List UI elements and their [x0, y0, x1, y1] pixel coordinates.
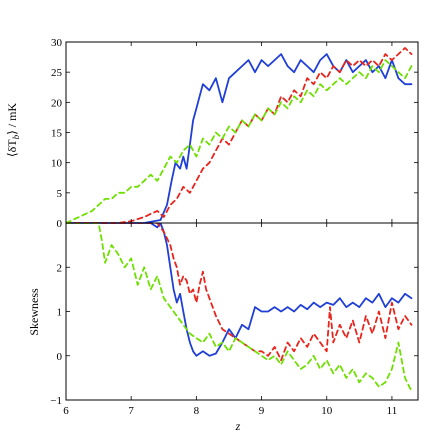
xtick-label: 7 — [128, 405, 134, 417]
top-series-group — [66, 47, 413, 223]
bottom-ytick-label: 2 — [57, 262, 63, 274]
top-ytick-label: 10 — [51, 158, 63, 170]
xtick-label: 10 — [321, 405, 333, 417]
top-ytick-label: 20 — [51, 97, 63, 109]
xtick-label: 9 — [259, 405, 265, 417]
top-series-line-1 — [66, 47, 413, 223]
top-ytick-label: 15 — [51, 128, 63, 140]
x-axis-label: z — [235, 419, 241, 433]
top-ytick-label: 25 — [51, 67, 63, 79]
bottom-ytick-label: 1 — [57, 307, 63, 319]
bottom-panel: −1 0 1 2 6 7 8 9 10 11 — [50, 222, 419, 417]
bottom-ytick-label: 0 — [57, 351, 63, 363]
top-ytick-label: 30 — [51, 37, 63, 49]
top-ytick-label: 5 — [57, 188, 63, 200]
top-series-line-0 — [66, 53, 413, 223]
bottom-series-line-1 — [66, 223, 413, 362]
bottom-series-group — [66, 223, 413, 392]
top-y-axis-label: ⟨δTb⟩ / mK — [5, 103, 21, 158]
bottom-y-axis-label: Skewness — [27, 288, 41, 336]
top-series-line-2 — [66, 59, 413, 223]
bottom-series-line-2 — [66, 223, 413, 392]
top-ytick-label: 0 — [57, 218, 63, 230]
xtick-label: 8 — [194, 405, 200, 417]
top-panel: 0 5 10 15 20 25 30 — [51, 37, 419, 230]
bottom-ytick-label: −1 — [50, 395, 62, 407]
top-axes-frame — [65, 41, 419, 224]
bottom-series-line-0 — [66, 223, 413, 357]
xtick-label: 11 — [387, 405, 398, 417]
xtick-label: 6 — [63, 405, 69, 417]
